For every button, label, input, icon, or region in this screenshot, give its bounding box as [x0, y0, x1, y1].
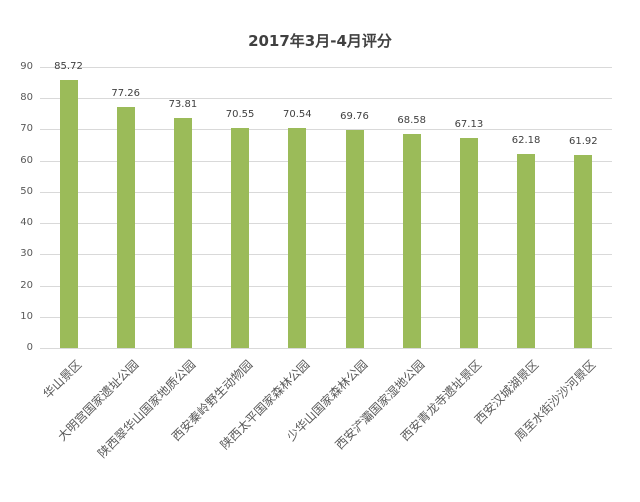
bar[interactable]: [574, 154, 593, 348]
x-tick-label: 陕西翠华山国家地质公园: [95, 357, 199, 461]
plot-area: 85.72 77.26 73.81 70.55 70.54 69.76 68.58 67.13…: [40, 61, 612, 349]
y-tick-label: 50: [20, 185, 33, 197]
bar[interactable]: [231, 127, 250, 348]
data-label: 68.58: [397, 114, 426, 126]
gridline: [40, 129, 612, 131]
y-tick-label: 20: [20, 279, 33, 291]
gridline: [40, 348, 612, 349]
bar[interactable]: [174, 117, 192, 348]
data-label: 70.55: [225, 108, 255, 120]
data-label: 70.54: [282, 108, 312, 120]
data-label: 67.13: [454, 119, 484, 131]
bar[interactable]: [116, 106, 135, 348]
gridline: [40, 98, 612, 100]
bar[interactable]: [288, 127, 307, 348]
data-label: 62.18: [511, 134, 541, 146]
data-label: 85.72: [54, 61, 83, 73]
data-label: 61.92: [568, 135, 598, 147]
y-tick-label: 0: [26, 342, 33, 353]
gridline: [40, 160, 612, 162]
bar[interactable]: [59, 80, 78, 348]
bar[interactable]: [460, 138, 478, 348]
bar[interactable]: [517, 153, 536, 348]
bar[interactable]: [345, 130, 364, 348]
bar[interactable]: [402, 133, 421, 348]
data-label: 77.26: [111, 87, 140, 99]
x-tick-label: 华山景区: [40, 357, 84, 402]
y-tick-label: 70: [20, 123, 33, 135]
y-tick-label: 10: [20, 310, 33, 322]
data-label: 69.76: [340, 111, 369, 123]
gridline: [40, 285, 612, 287]
y-tick-label: 80: [20, 92, 33, 104]
y-tick-label: 30: [20, 248, 33, 260]
chart-title: 2017年3月-4月评分: [248, 32, 392, 50]
data-label: 73.81: [168, 98, 198, 110]
y-tick-label: 40: [20, 217, 33, 229]
y-tick-label: 60: [20, 154, 33, 166]
gridline: [40, 316, 612, 318]
gridline: [40, 254, 612, 256]
gridline: [40, 67, 612, 68]
y-tick-label: 90: [20, 61, 33, 72]
gridline: [40, 223, 612, 225]
gridline: [40, 191, 612, 193]
